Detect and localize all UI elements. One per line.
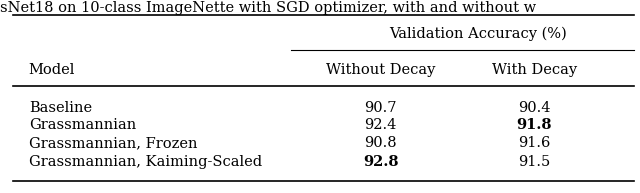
Text: Without Decay: Without Decay xyxy=(326,63,435,77)
Text: 91.5: 91.5 xyxy=(518,155,550,169)
Text: Model: Model xyxy=(29,63,75,77)
Text: 92.4: 92.4 xyxy=(365,118,397,132)
Text: Grassmannian: Grassmannian xyxy=(29,118,136,132)
Text: With Decay: With Decay xyxy=(492,63,577,77)
Text: 91.8: 91.8 xyxy=(516,118,552,132)
Text: 91.6: 91.6 xyxy=(518,136,550,150)
Text: 92.8: 92.8 xyxy=(363,155,399,169)
Text: 90.8: 90.8 xyxy=(365,136,397,150)
Text: 90.4: 90.4 xyxy=(518,101,550,115)
Text: Grassmannian, Kaiming-Scaled: Grassmannian, Kaiming-Scaled xyxy=(29,155,262,169)
Text: 90.7: 90.7 xyxy=(365,101,397,115)
Text: Grassmannian, Frozen: Grassmannian, Frozen xyxy=(29,136,197,150)
Text: Validation Accuracy (%): Validation Accuracy (%) xyxy=(388,27,566,41)
Text: Baseline: Baseline xyxy=(29,101,92,115)
Text: sNet18 on 10-class ImageNette with SGD optimizer, with and without w: sNet18 on 10-class ImageNette with SGD o… xyxy=(0,1,536,15)
